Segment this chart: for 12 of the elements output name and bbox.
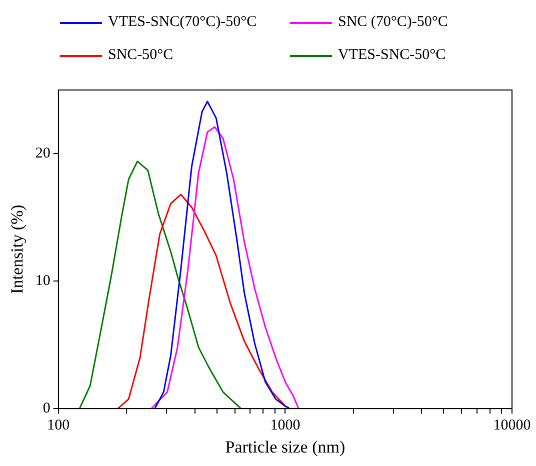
x-tick-label: 100	[47, 418, 70, 434]
legend-label: VTES-SNC-50°C	[338, 47, 446, 64]
x-tick-label: 10000	[493, 418, 531, 434]
legend-label: SNC (70°C)-50°C	[338, 14, 448, 31]
y-axis-title: Intensity (%)	[8, 204, 27, 294]
x-axis-title: Particle size (nm)	[225, 437, 346, 456]
y-tick-label: 10	[35, 273, 50, 290]
legend-label: VTES-SNC(70°C)-50°C	[108, 14, 257, 31]
x-tick-label: 1000	[270, 418, 300, 434]
legend-label: SNC-50°C	[108, 47, 174, 64]
y-tick-label: 20	[35, 146, 50, 162]
y-tick-label: 0	[42, 400, 50, 417]
